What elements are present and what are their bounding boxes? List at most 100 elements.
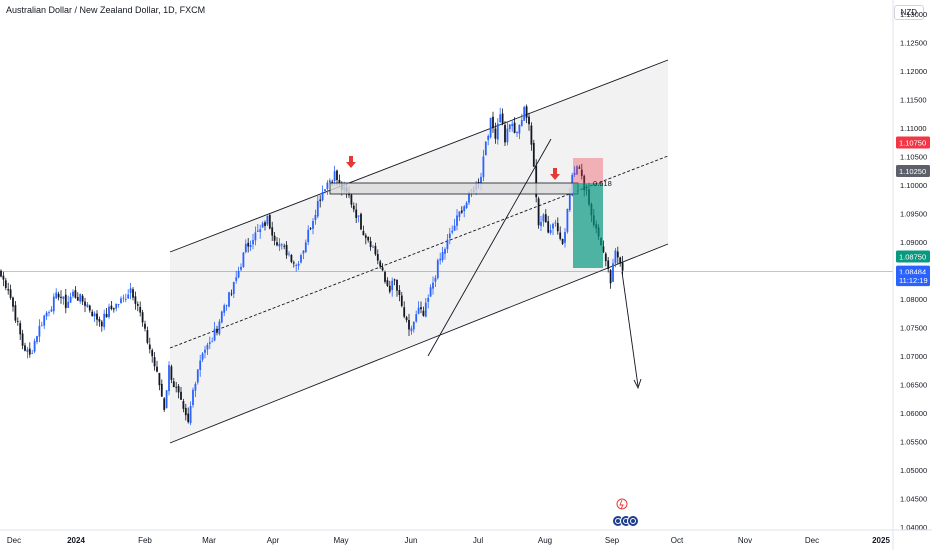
candle-body[interactable]: [357, 215, 360, 217]
candle-body[interactable]: [309, 228, 312, 230]
candle-body[interactable]: [312, 220, 314, 229]
candle-body[interactable]: [547, 221, 550, 233]
take-profit-zone[interactable]: [573, 183, 603, 268]
candle-body[interactable]: [122, 297, 125, 299]
candle-body[interactable]: [621, 262, 624, 271]
candle-body[interactable]: [144, 323, 146, 329]
candle-body[interactable]: [276, 242, 278, 246]
candle-body[interactable]: [26, 349, 29, 353]
candle-body[interactable]: [76, 297, 79, 301]
candle-body[interactable]: [386, 280, 389, 286]
candle-body[interactable]: [43, 315, 46, 326]
candle-body[interactable]: [165, 390, 168, 409]
candle-body[interactable]: [96, 313, 98, 320]
candle-body[interactable]: [244, 243, 247, 253]
candle-body[interactable]: [252, 240, 254, 245]
candle-body[interactable]: [232, 282, 235, 294]
candle-body[interactable]: [580, 169, 583, 176]
candle-body[interactable]: [518, 124, 521, 134]
candle-body[interactable]: [50, 309, 53, 312]
candle-body[interactable]: [549, 229, 552, 233]
candle-body[interactable]: [398, 290, 401, 296]
candle-body[interactable]: [422, 310, 425, 316]
candle-body[interactable]: [2, 275, 5, 280]
candle-body[interactable]: [321, 191, 324, 201]
stop-loss-zone[interactable]: [573, 158, 603, 183]
candle-body[interactable]: [391, 280, 394, 291]
candle-body[interactable]: [367, 236, 370, 241]
dividend-event-icon[interactable]: [616, 498, 628, 510]
candle-body[interactable]: [139, 306, 142, 313]
candle-body[interactable]: [271, 227, 274, 236]
candle-body[interactable]: [120, 298, 122, 304]
candle-body[interactable]: [576, 166, 578, 175]
candle-body[interactable]: [352, 205, 355, 210]
candle-body[interactable]: [256, 230, 259, 232]
candle-body[interactable]: [184, 407, 187, 416]
candle-body[interactable]: [376, 254, 379, 261]
candle-body[interactable]: [247, 242, 250, 247]
candle-body[interactable]: [609, 270, 612, 284]
candle-body[interactable]: [7, 289, 10, 291]
candle-body[interactable]: [84, 301, 86, 306]
candle-body[interactable]: [453, 225, 456, 231]
candle-body[interactable]: [424, 302, 427, 317]
candle-body[interactable]: [115, 303, 118, 309]
candle-body[interactable]: [573, 172, 576, 175]
candle-body[interactable]: [316, 201, 319, 217]
candle-body[interactable]: [57, 293, 60, 298]
candle-body[interactable]: [487, 135, 490, 141]
candle-body[interactable]: [151, 350, 154, 357]
candle-body[interactable]: [614, 250, 617, 264]
supply-zone[interactable]: [329, 182, 579, 195]
candle-body[interactable]: [69, 296, 72, 303]
candle-body[interactable]: [129, 288, 132, 293]
candle-body[interactable]: [328, 180, 331, 183]
candle-body[interactable]: [458, 211, 461, 217]
candle-body[interactable]: [530, 125, 533, 145]
candle-body[interactable]: [482, 156, 485, 178]
candle-body[interactable]: [288, 253, 290, 255]
channel-upper-line[interactable]: [169, 59, 669, 253]
candle-body[interactable]: [489, 117, 492, 138]
candle-body[interactable]: [583, 175, 586, 191]
candle-body[interactable]: [379, 261, 382, 267]
candle-body[interactable]: [566, 208, 569, 232]
candle-body[interactable]: [369, 241, 372, 248]
candle-body[interactable]: [194, 383, 197, 391]
candle-body[interactable]: [79, 294, 82, 302]
candle-body[interactable]: [355, 209, 358, 219]
candle-body[interactable]: [612, 263, 614, 282]
candle-body[interactable]: [237, 271, 240, 278]
candle-body[interactable]: [513, 122, 516, 133]
candle-body[interactable]: [374, 245, 377, 255]
candle-body[interactable]: [456, 215, 458, 226]
candle-body[interactable]: [266, 216, 269, 225]
candle-body[interactable]: [528, 116, 530, 125]
candle-body[interactable]: [537, 198, 540, 226]
candle-body[interactable]: [108, 306, 110, 318]
candle-body[interactable]: [100, 321, 103, 327]
candle-body[interactable]: [36, 336, 38, 342]
candle-body[interactable]: [45, 312, 48, 317]
candle-body[interactable]: [160, 383, 163, 397]
candle-body[interactable]: [9, 289, 12, 298]
candle-body[interactable]: [103, 313, 106, 328]
candle-body[interactable]: [204, 349, 206, 353]
candle-body[interactable]: [559, 232, 562, 239]
candle-body[interactable]: [19, 323, 22, 335]
candle-body[interactable]: [444, 249, 446, 254]
candle-body[interactable]: [602, 246, 605, 253]
candle-body[interactable]: [242, 252, 245, 268]
candle-body[interactable]: [189, 406, 192, 424]
candle-body[interactable]: [314, 215, 317, 221]
candle-body[interactable]: [163, 398, 166, 410]
candle-body[interactable]: [295, 265, 298, 266]
candle-body[interactable]: [14, 305, 17, 321]
candle-body[interactable]: [552, 223, 554, 229]
candle-body[interactable]: [112, 308, 115, 310]
candle-body[interactable]: [432, 282, 434, 289]
candle-body[interactable]: [170, 366, 173, 380]
candle-body[interactable]: [540, 221, 542, 227]
candle-body[interactable]: [216, 328, 218, 333]
